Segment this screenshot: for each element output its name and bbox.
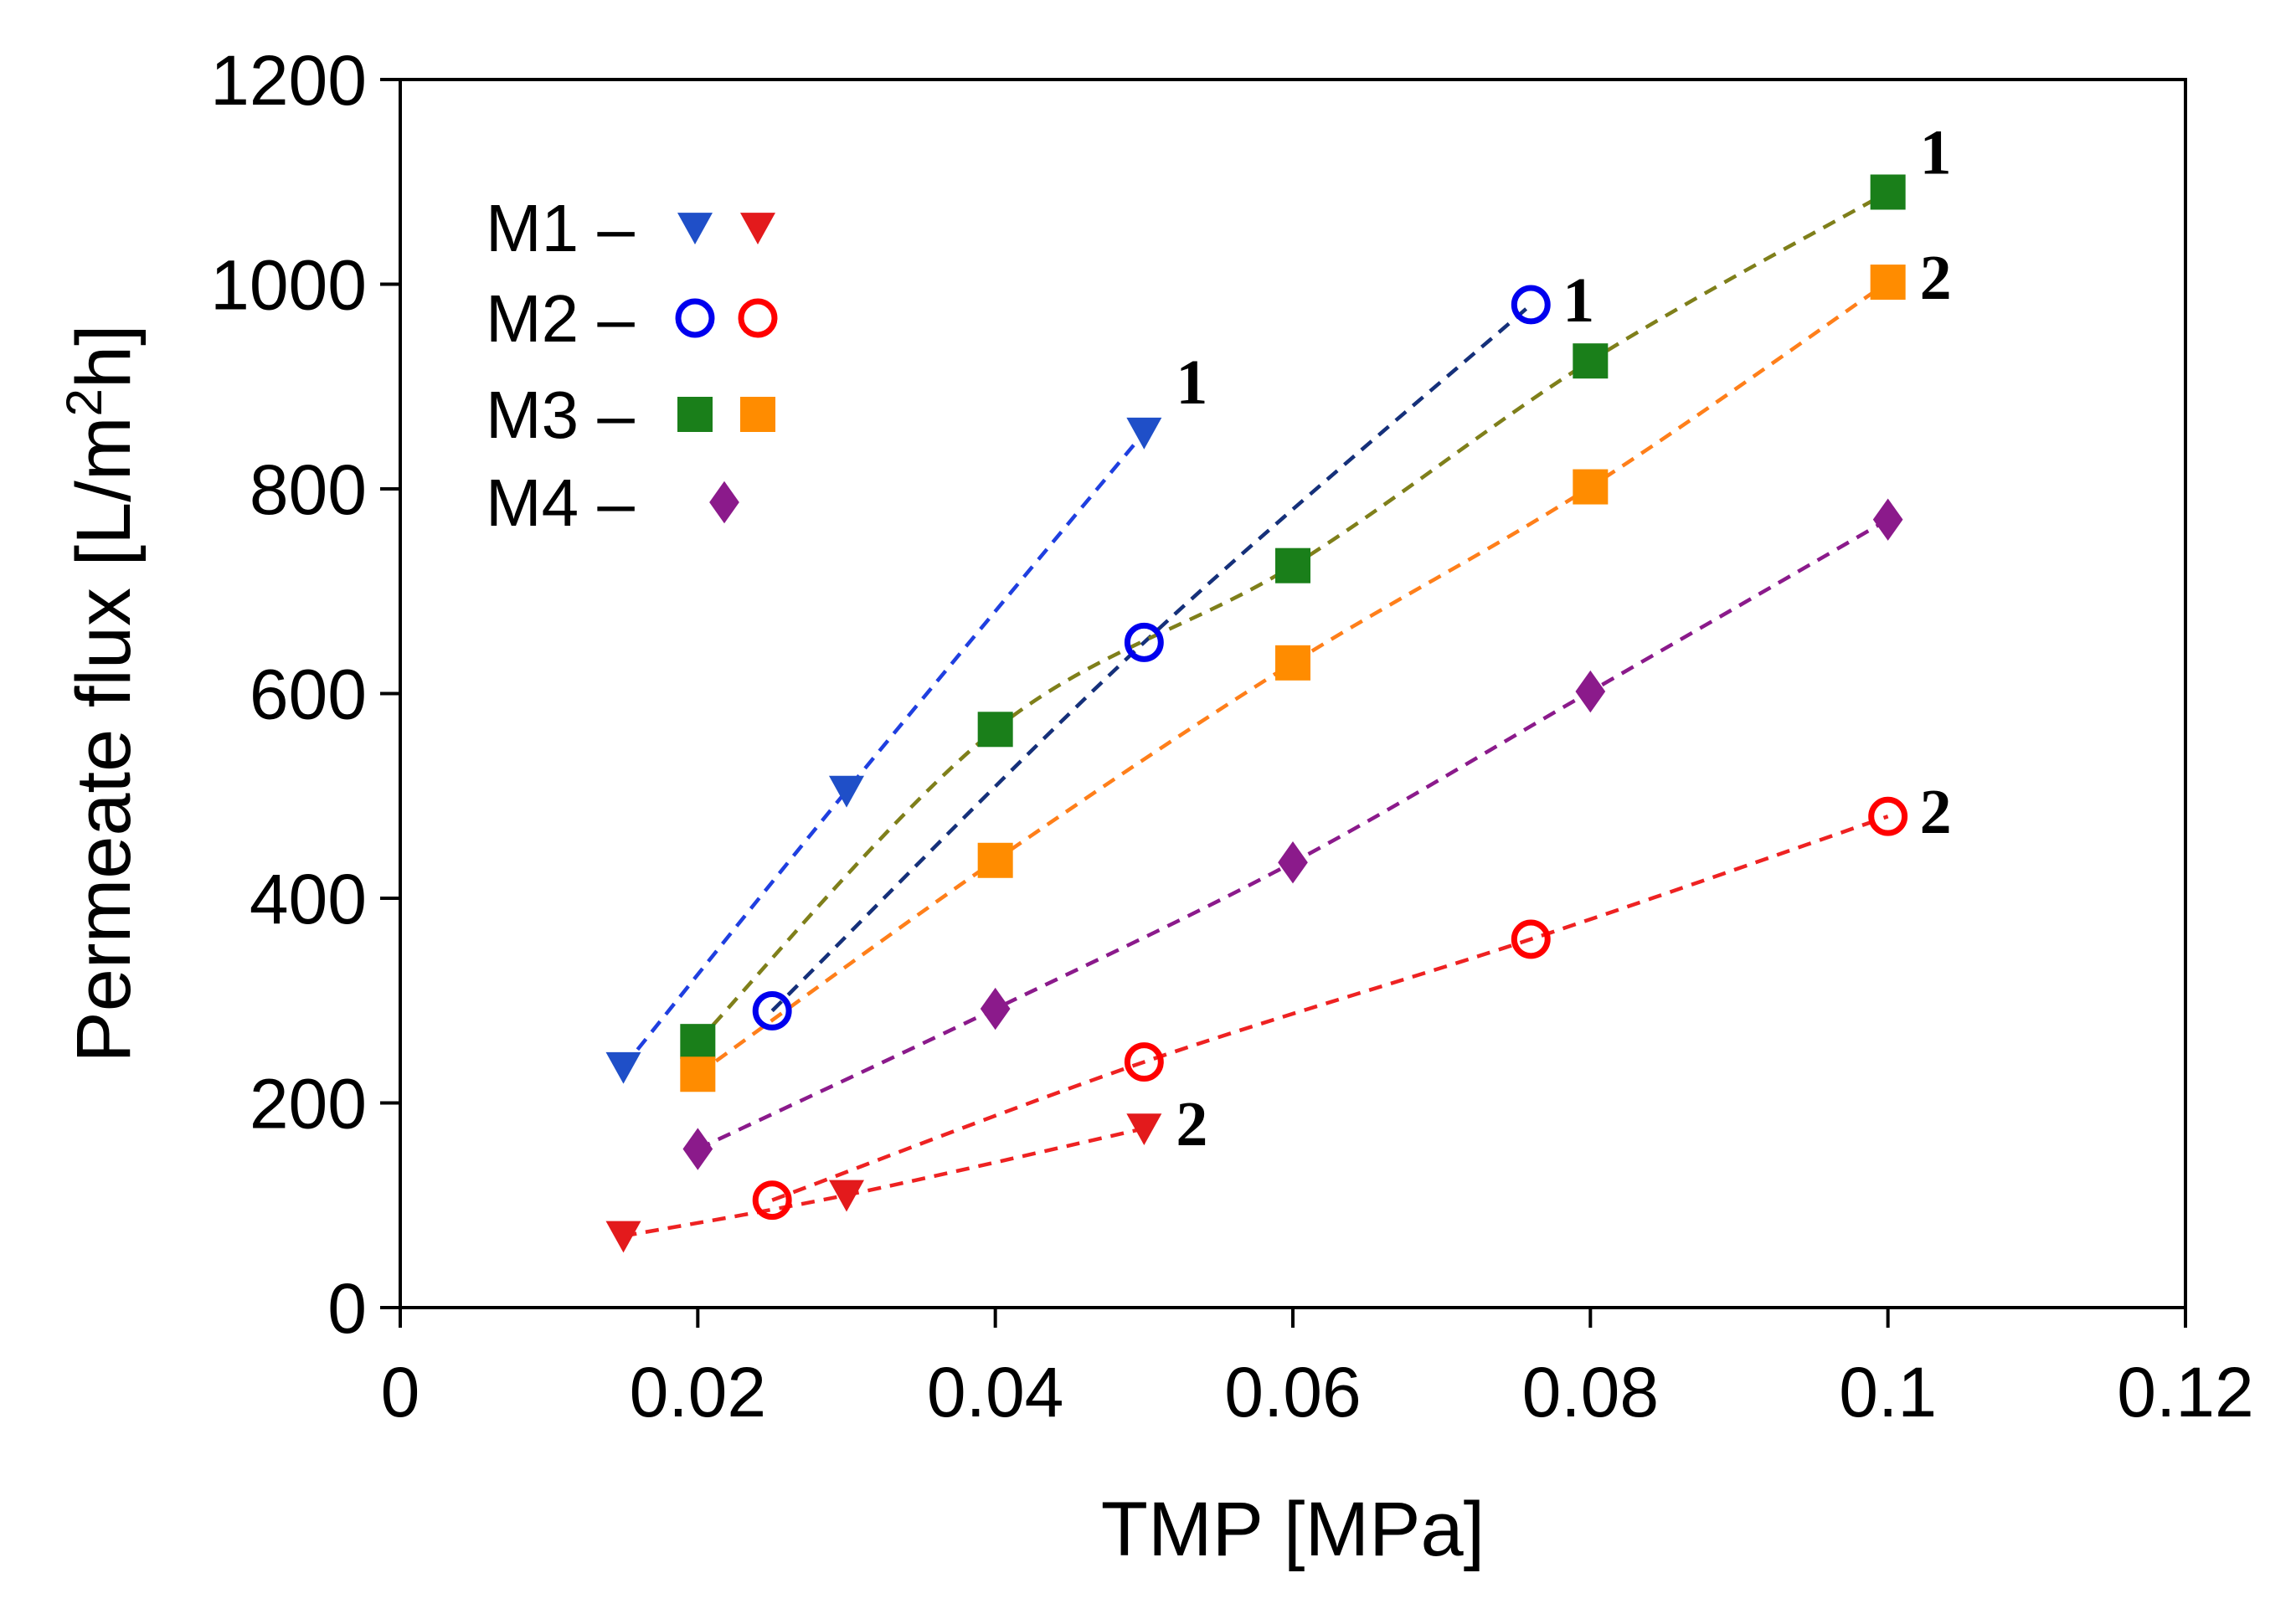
data-points	[605, 174, 1908, 1253]
data-point-m3-1	[680, 1024, 716, 1060]
data-point-m2-2	[752, 1180, 792, 1221]
curve-label-m1-2: 2	[1176, 1089, 1207, 1159]
data-point-m4	[1872, 498, 1903, 541]
data-point-m2-2	[1511, 919, 1551, 959]
x-axis-title: TMP [MPa]	[1101, 1487, 1485, 1572]
curve-label-m3-2: 2	[1920, 243, 1952, 313]
data-point-m1-1	[829, 775, 864, 808]
x-tick-label: 0.04	[927, 1353, 1064, 1432]
x-tick-label: 0.06	[1224, 1353, 1362, 1432]
y-tick-label: 200	[250, 1065, 367, 1144]
data-point-m4	[1278, 841, 1308, 884]
x-tick-label: 0.1	[1839, 1353, 1937, 1432]
data-point-m3-2	[1275, 645, 1310, 681]
legend-label: M1 –	[486, 191, 635, 265]
curve-labels: 1 2 1 2 1 2	[1176, 117, 1951, 1159]
data-point-m3-2	[1870, 265, 1906, 301]
legend-label: M4 –	[486, 465, 635, 540]
legend-label: M2 –	[486, 281, 635, 356]
y-tick-label: 600	[250, 655, 367, 734]
data-point-m1-1	[1126, 417, 1162, 450]
data-point-m3-2	[1573, 469, 1609, 505]
legend-label: M3 –	[486, 378, 635, 452]
data-point-m2-1	[752, 991, 792, 1031]
axes: 0 0.02 0.04 0.06 0.08 0.1 0.12 0 200 400 600 800 100…	[210, 41, 2254, 1432]
data-point-m1-2	[829, 1180, 864, 1212]
data-point-m3-1	[1870, 174, 1906, 210]
data-point-m3-1	[1275, 547, 1310, 583]
y-axis-title: Permeate flux [L/m2h]	[56, 324, 147, 1062]
y-tick-label: 1200	[210, 41, 367, 120]
y-tick-label: 1000	[210, 246, 367, 325]
legend-marker	[677, 213, 713, 244]
legend-marker	[675, 298, 715, 338]
legend-marker	[740, 397, 775, 432]
data-point-m2-2	[1868, 796, 1908, 836]
y-tick-label: 400	[250, 860, 367, 938]
curve-label-m3-1: 1	[1920, 117, 1952, 188]
data-point-m4	[980, 987, 1011, 1031]
legend-marker	[738, 298, 778, 338]
y-tick-label: 0	[327, 1269, 367, 1348]
y-axis-title-main: Permeate flux [L/m	[61, 417, 147, 1063]
data-point-m1-2	[605, 1221, 641, 1253]
data-point-m2-2	[1124, 1042, 1164, 1082]
data-point-m4	[1575, 670, 1606, 713]
curve-label-m2-1: 1	[1562, 265, 1594, 336]
y-tick-label: 800	[250, 450, 367, 529]
curve-label-m1-1: 1	[1176, 347, 1207, 418]
x-tick-label: 0.12	[2117, 1353, 2254, 1432]
data-point-m3-2	[977, 842, 1013, 878]
data-point-m2-1	[1511, 285, 1551, 325]
legend-marker	[740, 213, 775, 244]
y-axis-title-end: h]	[61, 324, 147, 388]
fit-line-m2-2	[771, 815, 1889, 1202]
legend: M1 – M2 – M3 – M4 –	[486, 191, 778, 540]
curve-label-m2-2: 2	[1920, 777, 1952, 847]
data-point-m3-1	[1573, 343, 1609, 379]
x-tick-label: 0.02	[630, 1353, 767, 1432]
legend-marker	[709, 481, 739, 524]
fit-line-m2-1	[770, 303, 1532, 1013]
data-point-m3-2	[680, 1056, 716, 1092]
x-tick-label: 0.08	[1522, 1353, 1660, 1432]
data-point-m3-1	[977, 712, 1013, 748]
data-point-m1-1	[605, 1051, 641, 1084]
data-point-m2-1	[1124, 622, 1164, 662]
data-point-m4	[682, 1128, 713, 1170]
x-tick-label: 0	[381, 1353, 420, 1432]
data-point-m1-2	[1126, 1113, 1162, 1146]
y-axis-title-superscript: 2	[56, 388, 112, 416]
legend-marker	[677, 397, 713, 432]
